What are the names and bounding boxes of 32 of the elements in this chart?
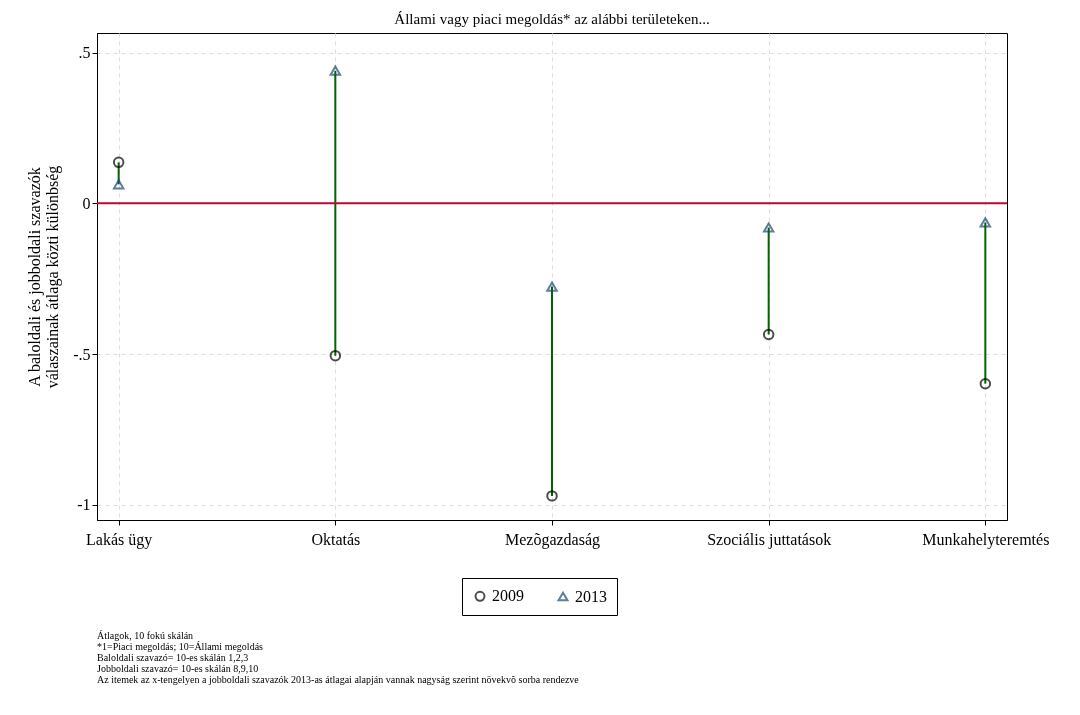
point (762, 222, 775, 233)
point (979, 217, 992, 228)
text: Jobboldali szavazó= 10-es skálán 8,9,10 (97, 663, 260, 674)
bar (551, 286, 553, 496)
point (762, 328, 775, 341)
chart-title: Állami vagy piaci megoldás* az alábbi területeken... (394, 11, 710, 27)
text: Az itemek az x-tengelyen a jobboldali szavazók 2013-as átlagai alapján vannak nagyság szerint növekvõ sorba rendezve (97, 674, 580, 685)
legend-label: 2009 (492, 587, 524, 605)
y-tick-label: -1 (77, 496, 91, 514)
text: *1=Piaci megoldás; 10=Állami megoldás (97, 641, 264, 652)
text: Átlagok, 10 fokú skálán (97, 630, 195, 641)
bar (984, 222, 987, 384)
point (329, 349, 342, 362)
point (546, 281, 558, 292)
x-tick-label: Munkahelyteremtés (922, 530, 1050, 549)
y-tick-label: -.5 (73, 345, 91, 363)
point (112, 179, 125, 190)
legend-label: 2013 (575, 587, 607, 605)
x-tick-label: Oktatás (311, 530, 361, 548)
point (546, 490, 558, 502)
bar (334, 70, 337, 356)
point (979, 377, 992, 390)
y-tick-label: 0 (82, 194, 91, 212)
bar (767, 227, 770, 335)
point (329, 65, 342, 76)
y-axis-title: A baloldali és jobboldali szavazók válaszainak átlaga közti különbség (26, 165, 63, 389)
x-tick-label: Lakás ügy (86, 530, 153, 549)
text: Baloldali szavazó= 10-es skálán 1,2,3 (97, 652, 250, 663)
y-tick-label: .5 (78, 44, 91, 62)
point (112, 156, 125, 169)
x-tick-label: Szociális juttatások (707, 530, 832, 549)
x-tick-label: Mezõgazdaság (504, 530, 601, 549)
